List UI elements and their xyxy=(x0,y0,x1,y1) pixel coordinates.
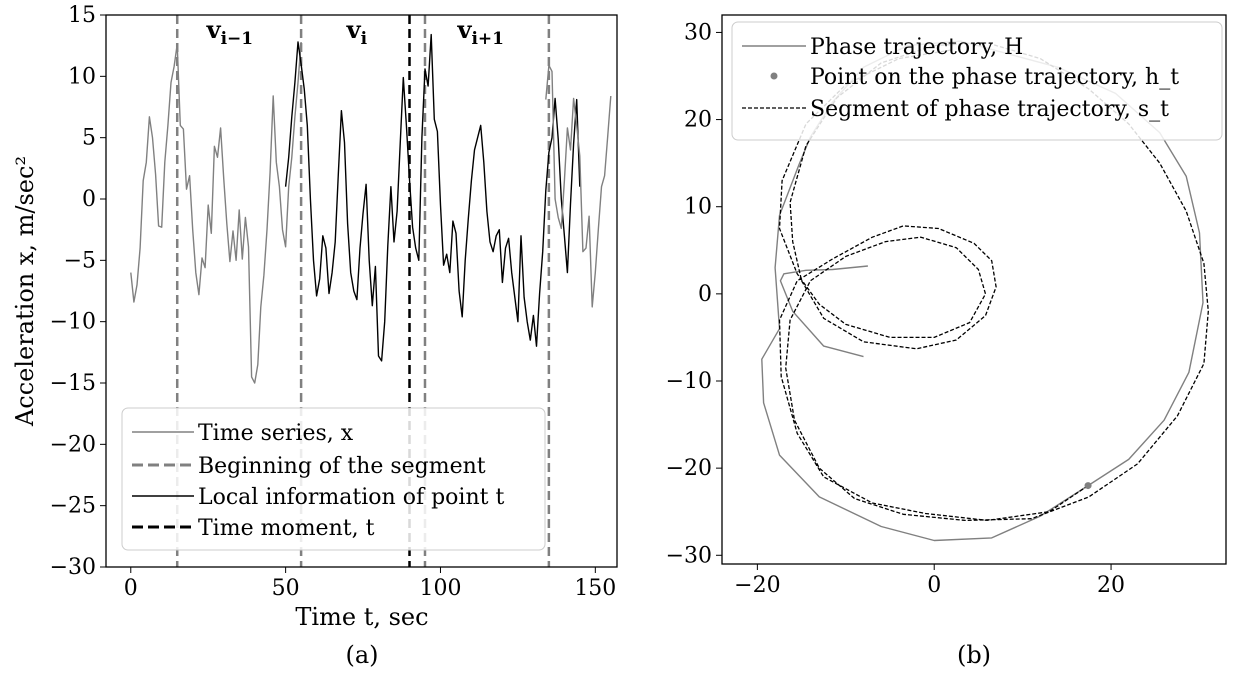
b-ticks: −20 0 20 −30 −20 −10 0 10 20 30 xyxy=(666,20,1125,598)
a-ytick-label: −15 xyxy=(50,371,96,396)
b-ytick-label: −10 xyxy=(666,369,712,394)
panel-b: Phase trajectory, H Point on the phase t… xyxy=(666,14,1227,669)
a-ytick-label: −30 xyxy=(50,555,96,580)
b-series-0 xyxy=(779,265,868,358)
a-data-lines xyxy=(130,15,612,567)
a-ytick-label: −5 xyxy=(64,248,96,273)
a-ticks: 0 50 100 150 −30 −25 −20 −15 −10 −5 0 5 10 15 xyxy=(50,3,617,601)
a-plot-frame xyxy=(105,14,618,568)
a-legend-label-time-moment: Time moment, t xyxy=(198,516,375,541)
b-ytick-label: −20 xyxy=(666,456,712,481)
a-segment-labels: vi−1 vi vi+1 xyxy=(206,15,504,49)
b-ytick-label: 10 xyxy=(684,195,712,220)
a-x-axis-label: Time t, sec xyxy=(295,603,428,631)
a-ytick-label: 0 xyxy=(82,187,96,212)
b-legend-label-phase: Phase trajectory, H xyxy=(810,35,1023,60)
b-ytick-label: 20 xyxy=(684,108,712,133)
a-legend-label-time-series: Time series, x xyxy=(198,421,354,446)
b-ytick-label: 0 xyxy=(698,282,712,307)
a-ytick-label: −20 xyxy=(50,432,96,457)
panel-a: vi−1 vi vi+1 Time series, x Beginning of t… xyxy=(11,3,618,669)
a-series-2 xyxy=(545,64,612,308)
b-panel-label: (b) xyxy=(957,641,991,669)
a-legend-label-local-info: Local information of point t xyxy=(198,485,504,510)
a-ytick-label: 15 xyxy=(68,3,96,28)
a-xtick-label: 50 xyxy=(272,576,300,601)
b-series-2 xyxy=(778,42,1209,522)
a-xtick-label: 0 xyxy=(124,576,138,601)
a-xtick-label: 100 xyxy=(419,576,461,601)
a-segment-label-2: vi+1 xyxy=(456,15,503,49)
a-ytick-label: 10 xyxy=(68,64,96,89)
a-ytick-label: −10 xyxy=(50,310,96,335)
a-ytick-label: 5 xyxy=(82,126,96,151)
a-series-0 xyxy=(130,41,302,384)
a-series-1 xyxy=(284,33,581,362)
b-ytick-label: −30 xyxy=(666,543,712,568)
a-y-axis-label: Acceleration x, m/sec² xyxy=(11,156,39,427)
a-legend-label-beginning: Beginning of the segment xyxy=(198,454,486,479)
b-legend-swatch-point xyxy=(770,72,778,80)
b-legend: Phase trajectory, H Point on the phase t… xyxy=(731,21,1223,141)
a-segment-label-1: vi xyxy=(346,15,368,49)
a-xtick-label: 150 xyxy=(574,576,616,601)
b-legend-label-point: Point on the phase trajectory, h_t xyxy=(810,65,1179,90)
b-xtick-label: 0 xyxy=(927,573,941,598)
a-legend: Time series, x Beginning of the segment … xyxy=(121,407,546,551)
b-ytick-label: 30 xyxy=(684,20,712,45)
b-xtick-label: −20 xyxy=(734,573,780,598)
b-xtick-label: 20 xyxy=(1097,573,1125,598)
b-highlight-point xyxy=(1084,482,1092,490)
b-legend-label-segment: Segment of phase trajectory, s_t xyxy=(810,97,1169,122)
b-legend-box xyxy=(731,21,1223,141)
a-segment-label-0: vi−1 xyxy=(206,15,253,49)
b-plot-frame xyxy=(721,14,1227,565)
a-ytick-label: −25 xyxy=(50,494,96,519)
a-panel-label: (a) xyxy=(345,641,378,669)
a-legend-box xyxy=(121,407,546,551)
